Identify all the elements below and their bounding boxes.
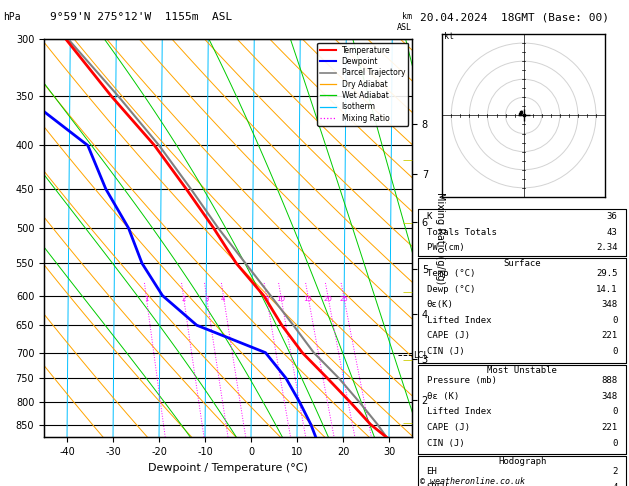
Text: 221: 221 <box>601 423 618 432</box>
Text: © weatheronline.co.uk: © weatheronline.co.uk <box>420 477 525 486</box>
Text: 15: 15 <box>303 295 313 302</box>
Text: 2: 2 <box>612 468 618 476</box>
Text: —: — <box>403 418 413 428</box>
Text: 0: 0 <box>612 438 618 448</box>
Text: 348: 348 <box>601 300 618 309</box>
Text: kt: kt <box>444 33 454 41</box>
X-axis label: Dewpoint / Temperature (°C): Dewpoint / Temperature (°C) <box>148 463 308 473</box>
Text: —: — <box>403 156 413 165</box>
Text: 4: 4 <box>221 295 226 302</box>
Text: θε (K): θε (K) <box>426 392 459 400</box>
Text: Lifted Index: Lifted Index <box>426 407 491 416</box>
Text: 43: 43 <box>607 227 618 237</box>
Text: PW (cm): PW (cm) <box>426 243 464 252</box>
Legend: Temperature, Dewpoint, Parcel Trajectory, Dry Adiabat, Wet Adiabat, Isotherm, Mi: Temperature, Dewpoint, Parcel Trajectory… <box>317 43 408 125</box>
Text: θε(K): θε(K) <box>426 300 454 309</box>
Text: LCL: LCL <box>413 351 428 360</box>
Text: 2: 2 <box>181 295 186 302</box>
Text: 1: 1 <box>144 295 148 302</box>
Text: 29.5: 29.5 <box>596 269 618 278</box>
Text: 0: 0 <box>612 347 618 356</box>
Text: 20: 20 <box>323 295 332 302</box>
Text: 0: 0 <box>612 316 618 325</box>
Text: K: K <box>426 212 432 221</box>
Text: Totals Totals: Totals Totals <box>426 227 496 237</box>
Text: 221: 221 <box>601 331 618 341</box>
Text: CAPE (J): CAPE (J) <box>426 331 470 341</box>
Text: Surface: Surface <box>503 259 541 268</box>
Text: 14.1: 14.1 <box>596 284 618 294</box>
Text: 0: 0 <box>612 407 618 416</box>
Text: 888: 888 <box>601 376 618 385</box>
Text: 10: 10 <box>276 295 286 302</box>
Text: EH: EH <box>426 468 437 476</box>
Text: Hodograph: Hodograph <box>498 457 546 466</box>
Text: Most Unstable: Most Unstable <box>487 366 557 375</box>
Text: 2.34: 2.34 <box>596 243 618 252</box>
Text: hPa: hPa <box>3 12 21 22</box>
Text: Pressure (mb): Pressure (mb) <box>426 376 496 385</box>
Text: CIN (J): CIN (J) <box>426 438 464 448</box>
Text: 4: 4 <box>612 483 618 486</box>
Text: 3: 3 <box>204 295 209 302</box>
Text: km
ASL: km ASL <box>397 12 412 32</box>
Text: —: — <box>403 355 413 364</box>
Text: —: — <box>403 219 413 228</box>
Text: 25: 25 <box>339 295 348 302</box>
Text: Dewp (°C): Dewp (°C) <box>426 284 475 294</box>
Text: CAPE (J): CAPE (J) <box>426 423 470 432</box>
Text: 8: 8 <box>264 295 269 302</box>
Text: SREH: SREH <box>426 483 448 486</box>
Text: 20.04.2024  18GMT (Base: 00): 20.04.2024 18GMT (Base: 00) <box>420 12 609 22</box>
Text: CIN (J): CIN (J) <box>426 347 464 356</box>
Text: 36: 36 <box>607 212 618 221</box>
Y-axis label: Mixing Ratio (g/kg): Mixing Ratio (g/kg) <box>435 192 445 284</box>
Text: Temp (°C): Temp (°C) <box>426 269 475 278</box>
Text: —: — <box>403 287 413 296</box>
Text: 348: 348 <box>601 392 618 400</box>
Text: 9°59'N 275°12'W  1155m  ASL: 9°59'N 275°12'W 1155m ASL <box>50 12 233 22</box>
Text: Lifted Index: Lifted Index <box>426 316 491 325</box>
